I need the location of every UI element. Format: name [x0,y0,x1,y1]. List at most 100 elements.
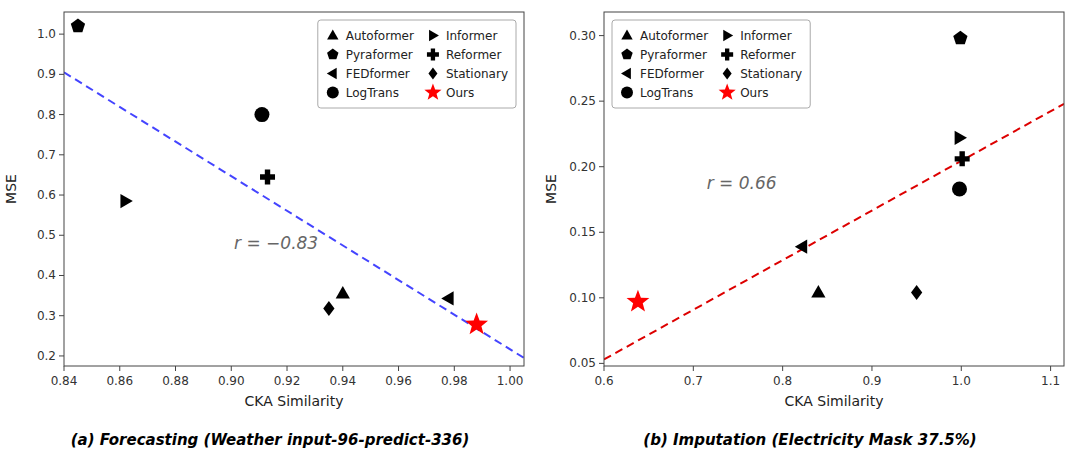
legend-label: Pyraformer [346,48,413,62]
legend-label: Pyraformer [640,48,707,62]
x-tick [398,366,399,371]
y-tick-label: 0.3 [37,309,56,323]
x-tick-label: 0.6 [594,374,613,388]
y-axis-label: MSE [543,174,559,204]
legend-box [318,20,516,108]
scatter-point [120,194,132,208]
scatter-point [952,182,967,197]
y-tick [599,101,604,102]
x-tick [454,366,455,371]
marks [64,19,524,358]
legend-marker [429,30,439,41]
x-tick-label: 0.90 [218,374,245,388]
y-tick-label: 0.10 [569,291,596,305]
figure: 0.840.860.880.900.920.940.960.981.000.20… [0,0,1080,455]
x-tick-label: 0.98 [441,374,468,388]
x-tick-label: 0.84 [51,374,78,388]
legend-marker [428,68,437,80]
scatter-point [465,313,488,335]
legend-label: Ours [740,86,768,100]
y-tick-label: 0.30 [569,29,596,43]
legend-marker [719,84,736,100]
x-tick-label: 0.7 [684,374,703,388]
legend-marker [721,49,733,61]
x-tick [119,366,120,371]
x-tick-label: 0.9 [862,374,881,388]
legend-label: Stationary [740,67,802,81]
y-tick-label: 0.2 [37,349,56,363]
y-tick-label: 0.9 [37,67,56,81]
x-tick-label: 0.8 [773,374,792,388]
legend: AutoformerPyraformerFEDformerLogTransInf… [318,20,516,108]
scatter-point [795,240,807,254]
plot-background [604,12,1064,366]
scatter-point [627,290,650,312]
x-tick [510,366,511,371]
annotation: r = 0.66 [707,173,777,193]
legend-marker [621,49,632,60]
y-tick-label: 0.05 [569,356,596,370]
regression-line [604,104,1064,360]
plot-frame [604,12,1064,366]
scatter-point [71,19,85,33]
y-tick-label: 0.20 [569,160,596,174]
x-tick-label: 0.86 [106,374,133,388]
scatter-point [260,169,275,184]
x-tick-label: 1.00 [497,374,524,388]
scatter-point [441,291,453,305]
y-tick [59,355,64,356]
legend-marker [327,87,339,99]
x-tick [342,366,343,371]
legend-marker [327,49,338,60]
scatter-point [254,107,269,122]
x-tick [231,366,232,371]
y-tick-label: 0.5 [37,228,56,242]
y-tick [59,74,64,75]
x-tick [175,366,176,371]
y-axis-label: MSE [3,174,19,204]
scatter-point [911,285,922,300]
legend-label: Stationary [446,67,508,81]
legend-marker [327,68,337,79]
legend-marker [327,30,338,40]
y-tick [59,114,64,115]
regression-line [64,72,524,358]
x-tick [782,366,783,371]
x-tick-label: 1.1 [1041,374,1060,388]
y-tick-label: 0.8 [37,108,56,122]
scatter-point [336,286,350,298]
x-tick-label: 1.0 [952,374,971,388]
y-tick [59,275,64,276]
legend-label: Reformer [740,48,796,62]
y-tick [59,34,64,35]
legend-label: LogTrans [346,86,399,100]
y-tick-label: 0.4 [37,268,56,282]
legend-label: Informer [740,29,792,43]
x-tick [693,366,694,371]
y-tick [59,235,64,236]
y-tick [599,297,604,298]
scatter-point [953,31,967,45]
plot-frame [64,12,524,366]
legend-marker [427,49,439,61]
legend-marker [723,68,732,80]
y-tick-label: 1.0 [37,27,56,41]
x-tick [287,366,288,371]
x-tick [604,366,605,371]
chart-title: (a) Forecasting (Weather input-96-predic… [71,431,470,449]
y-tick [59,195,64,196]
legend-marker [621,68,631,79]
legend-marker [621,30,632,40]
x-tick [961,366,962,371]
panel: 0.840.860.880.900.920.940.960.981.000.20… [3,12,524,449]
legend-label: Autoformer [640,29,708,43]
x-axis-label: CKA Similarity [785,393,884,409]
y-tick-label: 0.15 [569,225,596,239]
y-tick [59,315,64,316]
legend-marker [424,84,441,100]
scatter-point [323,301,334,316]
legend: AutoformerPyraformerFEDformerLogTransInf… [612,20,810,108]
legend-marker [621,87,633,99]
legend-label: Ours [446,86,474,100]
legend-label: Informer [446,29,498,43]
